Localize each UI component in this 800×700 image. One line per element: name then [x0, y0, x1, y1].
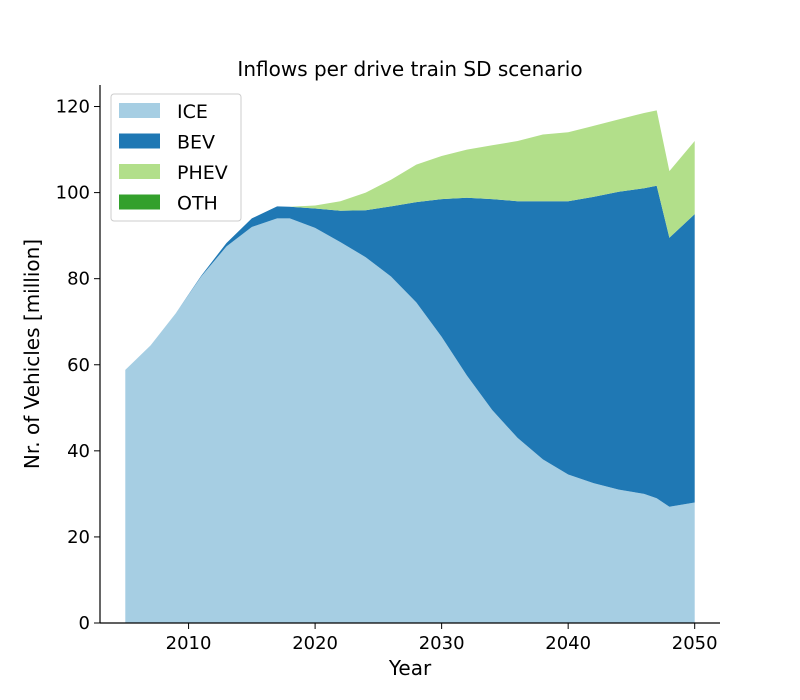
legend-label-ice: ICE [177, 101, 208, 123]
x-tick-label: 2020 [292, 633, 338, 654]
legend: ICE BEV PHEV OTH [110, 93, 242, 222]
legend-swatch-phev [119, 164, 160, 179]
legend-frame [110, 93, 242, 222]
x-tick-label: 2040 [545, 633, 591, 654]
y-tick-label: 60 [67, 355, 90, 376]
legend-swatch-bev [119, 133, 160, 149]
chart-title: Inflows per drive train SD scenario [237, 57, 582, 81]
area-ice [125, 218, 695, 623]
x-axis-label: Year [388, 656, 432, 680]
legend-swatch-ice [119, 103, 160, 118]
y-tick-label: 80 [67, 269, 90, 290]
y-axis-label: Nr. of Vehicles [million] [20, 239, 44, 469]
series-areas [125, 110, 695, 623]
y-tick-label: 40 [67, 441, 90, 462]
y-tick-label: 0 [79, 613, 90, 634]
x-tick-label: 2030 [419, 633, 465, 654]
y-tick-label: 20 [67, 527, 90, 548]
legend-label-bev: BEV [177, 132, 215, 154]
legend-swatch-oth [119, 194, 160, 210]
y-tick-label: 100 [56, 183, 90, 204]
area-bev [125, 185, 695, 507]
x-tick-label: 2050 [672, 633, 718, 654]
legend-label-phev: PHEV [177, 162, 228, 184]
legend-label-oth: OTH [177, 193, 218, 215]
y-tick-label: 120 [56, 97, 90, 118]
area-phev [125, 110, 695, 370]
x-tick-label: 2010 [166, 633, 212, 654]
